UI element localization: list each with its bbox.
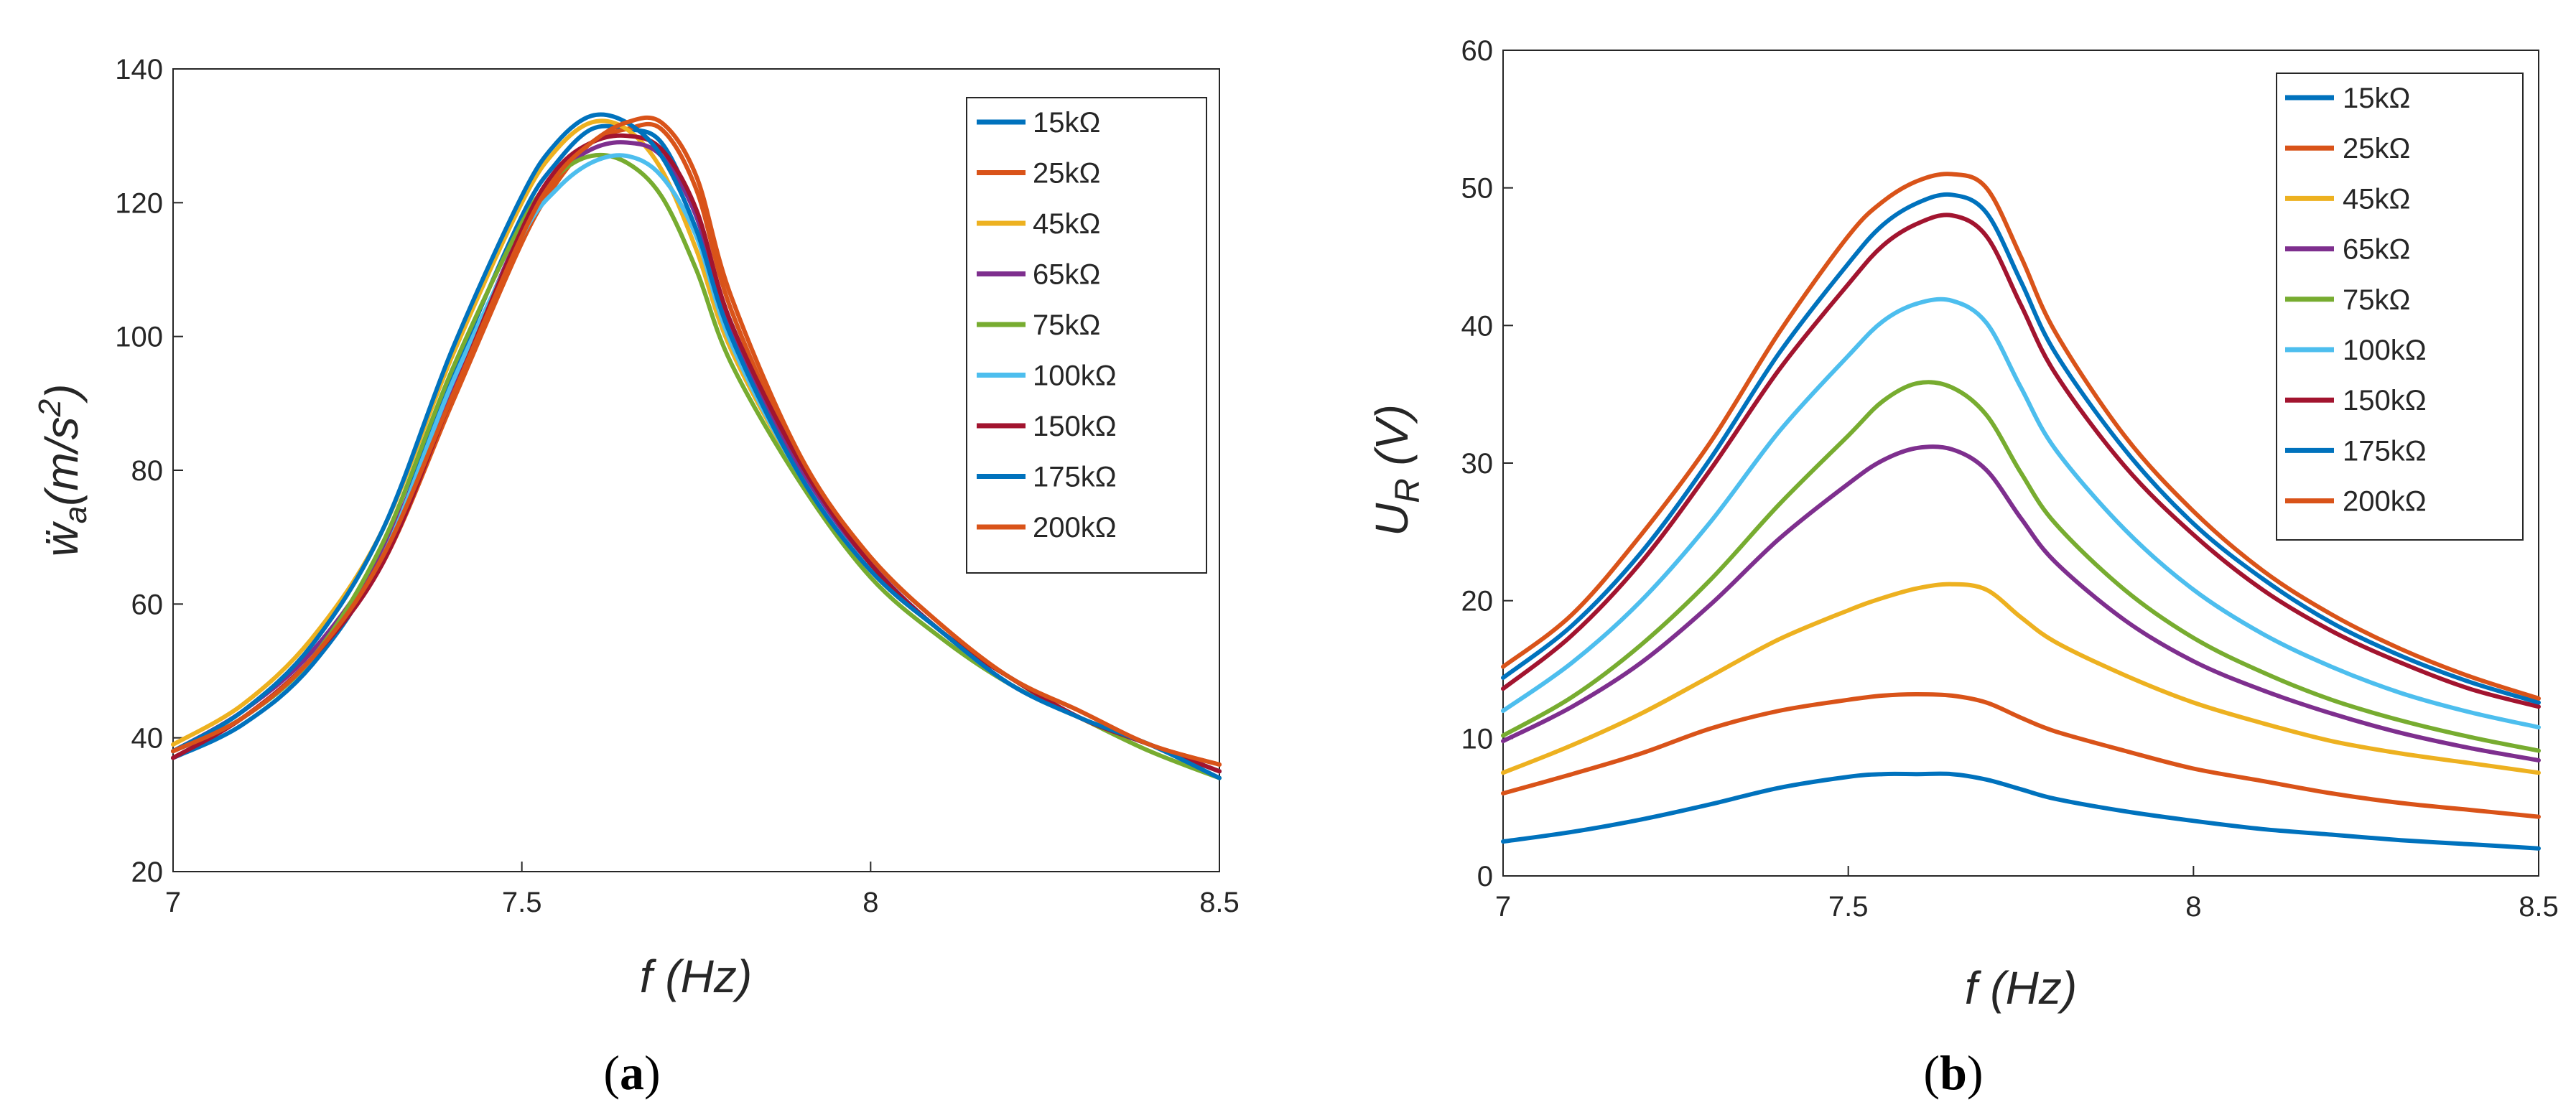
- legend-label: 200kΩ: [2343, 486, 2427, 518]
- y-tick-label: 50: [1461, 173, 1494, 205]
- y-tick-label: 40: [131, 723, 164, 755]
- legend-label: 150kΩ: [2343, 385, 2427, 416]
- y-tick-label: 80: [131, 455, 164, 487]
- x-tick-label: 7.5: [1828, 891, 1869, 923]
- legend-label: 65kΩ: [1033, 259, 1100, 291]
- series-line-175k: [1501, 192, 2541, 705]
- y-tick-label: 40: [1461, 310, 1494, 342]
- caption-a: (a): [603, 1045, 660, 1100]
- x-tick-label: 8: [862, 887, 878, 918]
- series-line-75k: [1501, 380, 2541, 753]
- legend-a: 15kΩ 25kΩ 45kΩ 65kΩ 75kΩ 100kΩ 150kΩ 175kΩ 200kΩ: [966, 97, 1207, 574]
- x-tick-label: 7: [165, 887, 181, 918]
- y-axis-label-b: UR (V): [1366, 404, 1427, 536]
- series-line-45k: [1501, 582, 2541, 775]
- legend-label: 100kΩ: [2343, 335, 2427, 366]
- chart-panel-a: 20 40 60 80 100 120 140 7 7.5 8 8.5 15kΩ 25kΩ 45kΩ 6…: [32, 54, 1240, 1100]
- legend-label: 200kΩ: [1033, 512, 1117, 543]
- legend-label: 15kΩ: [2343, 83, 2410, 114]
- chart-panel-b: 0 10 20 30 40 50 60 7 7.5 8 8.5 15kΩ 25kΩ 45kΩ 65kΩ 7…: [1366, 35, 2559, 1100]
- x-tick-label: 8.5: [1199, 887, 1240, 918]
- x-ticks-b: 7 7.5 8 8.5: [1495, 866, 2559, 923]
- y-tick-label: 100: [115, 322, 163, 353]
- legend-label: 150kΩ: [1033, 411, 1117, 442]
- x-tick-label: 7.5: [502, 887, 542, 918]
- x-tick-label: 8.5: [2519, 891, 2559, 923]
- legend-label: 75kΩ: [2343, 284, 2410, 316]
- legend-label: 25kΩ: [2343, 133, 2410, 164]
- caption-letter-a: a: [620, 1045, 644, 1100]
- series-line-200k: [171, 115, 1222, 767]
- series-layer-a: [171, 112, 1222, 780]
- x-tick-label: 7: [1495, 891, 1511, 923]
- y-tick-label: 60: [1461, 35, 1494, 67]
- y-tick-label: 30: [1461, 448, 1494, 480]
- y-tick-label: 20: [1461, 586, 1494, 617]
- legend-b: 15kΩ 25kΩ 45kΩ 65kΩ 75kΩ 100kΩ 150kΩ 175kΩ 200kΩ: [2276, 73, 2524, 541]
- x-axis-label-b: f (Hz): [1965, 962, 2077, 1014]
- y-tick-label: 20: [131, 857, 164, 888]
- y-axis-label-a: ẅa(m/s2): [32, 384, 93, 557]
- series-layer-b: [1501, 172, 2541, 851]
- y-tick-label: 10: [1461, 723, 1494, 755]
- legend-label: 100kΩ: [1033, 360, 1117, 392]
- y-tick-label: 120: [115, 187, 163, 219]
- series-line-200k: [1501, 172, 2541, 701]
- y-tick-label: 60: [131, 589, 164, 620]
- series-line-150k: [1501, 213, 2541, 709]
- legend-label: 25kΩ: [1033, 158, 1100, 190]
- legend-label: 15kΩ: [1033, 107, 1100, 139]
- x-ticks-a: 7 7.5 8 8.5: [165, 862, 1240, 918]
- y-ticks-a: 20 40 60 80 100 120 140: [115, 54, 183, 888]
- series-line-100k: [1501, 297, 2541, 729]
- x-tick-label: 8: [2185, 891, 2201, 923]
- legend-label: 45kΩ: [1033, 208, 1100, 240]
- series-line-15k: [1501, 771, 2541, 851]
- y-tick-label: 0: [1477, 861, 1493, 892]
- series-line-65k: [1501, 444, 2541, 762]
- legend-label: 65kΩ: [2343, 234, 2410, 266]
- series-line-25k: [1501, 692, 2541, 819]
- legend-box: [2276, 73, 2524, 541]
- legend-label: 45kΩ: [2343, 183, 2410, 215]
- series-line-175k: [171, 112, 1222, 780]
- caption-letter-b: b: [1940, 1045, 1967, 1100]
- x-axis-label-a: f (Hz): [640, 951, 752, 1002]
- caption-b: (b): [1923, 1045, 1983, 1100]
- legend-label: 75kΩ: [1033, 309, 1100, 341]
- legend-label: 175kΩ: [1033, 462, 1117, 493]
- legend-label: 175kΩ: [2343, 435, 2427, 467]
- y-tick-label: 140: [115, 54, 163, 85]
- y-ticks-b: 0 10 20 30 40 50 60: [1461, 35, 1513, 892]
- legend-box: [966, 97, 1207, 574]
